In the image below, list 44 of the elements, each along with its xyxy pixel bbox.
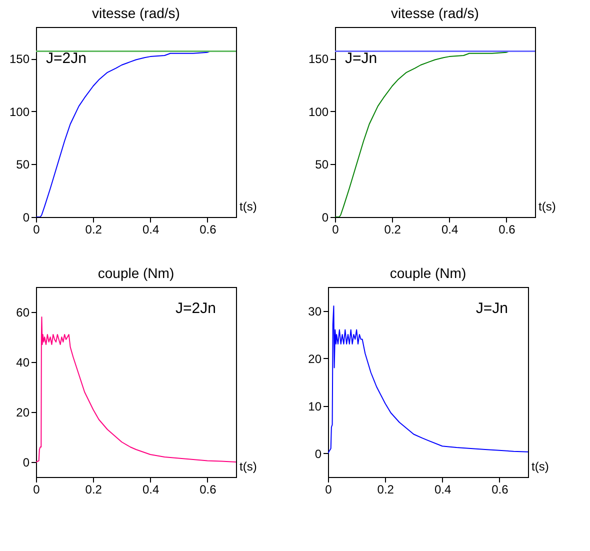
y-tick-label: 60	[16, 306, 30, 320]
x-tick-label: 0.2	[377, 482, 394, 496]
x-tick-label: 0.6	[492, 482, 509, 496]
annotation: J=2Jn	[176, 300, 216, 317]
y-tick-label: 0	[322, 210, 329, 224]
y-tick-label: 150	[9, 52, 30, 66]
y-tick-label: 100	[308, 104, 329, 119]
y-tick-label: 0	[22, 456, 30, 470]
x-tick-label: 0	[332, 222, 340, 236]
x-tick-label: 0	[33, 222, 40, 236]
x-tick-label: 0.6	[200, 222, 217, 236]
x-tick-label: 0.4	[434, 482, 452, 496]
chart-title: couple (Nm)	[98, 265, 174, 281]
x-tick-label: 0.4	[142, 222, 160, 236]
chart-title: vitesse (rad/s)	[92, 5, 180, 21]
x-tick-label: 0.2	[384, 222, 402, 236]
y-tick-label: 10	[308, 399, 322, 414]
annotation: J=Jn	[476, 300, 508, 317]
x-axis-title: t(s)	[532, 460, 549, 474]
y-tick-label: 20	[308, 352, 322, 366]
y-tick-label: 30	[308, 304, 322, 318]
x-tick-label: 0.6	[200, 482, 217, 496]
y-tick-label: 40	[16, 356, 30, 370]
y-tick-label: 50	[16, 158, 30, 172]
x-tick-label: 0.4	[441, 222, 458, 236]
x-axis-title: t(s)	[240, 460, 257, 474]
x-tick-label: 0.2	[85, 482, 102, 496]
x-tick-label: 0	[33, 482, 40, 496]
line-series	[36, 316, 236, 462]
y-tick-label: 20	[16, 406, 30, 420]
chart-title: vitesse (rad/s)	[391, 5, 479, 21]
x-axis-title: t(s)	[538, 200, 556, 214]
x-axis-title: t(s)	[240, 200, 257, 214]
chart-title: couple (Nm)	[390, 265, 466, 281]
x-tick-label: 0.6	[498, 222, 516, 236]
x-tick-label: 0.2	[85, 222, 102, 236]
x-tick-label: 0.4	[142, 482, 160, 496]
y-tick-label: 0	[314, 446, 322, 461]
annotation: J=2Jn	[46, 50, 86, 67]
annotation: J=Jn	[345, 50, 378, 67]
y-tick-label: 150	[308, 52, 329, 66]
y-tick-label: 0	[22, 210, 30, 224]
y-tick-label: 100	[9, 104, 30, 119]
y-tick-label: 50	[315, 158, 329, 172]
